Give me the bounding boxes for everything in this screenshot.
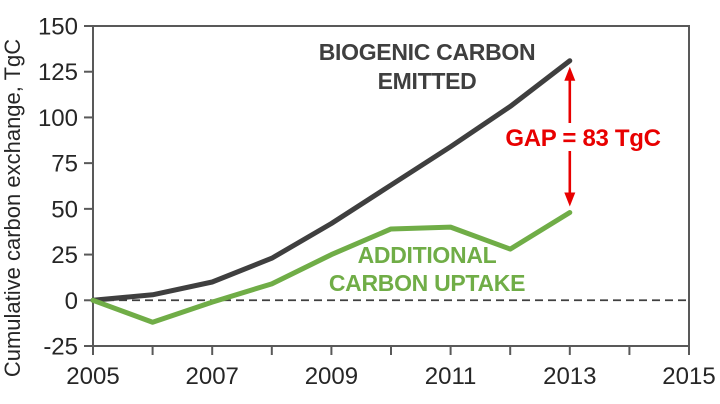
x-tick-label: 2011 — [425, 363, 477, 390]
x-tick-label: 2007 — [186, 363, 239, 390]
gap-label: GAP = 83 TgC — [505, 125, 660, 152]
additional-uptake-line — [90, 210, 573, 325]
x-tick-label: 2015 — [662, 363, 715, 390]
biogenic-carbon-label: EMITTED — [378, 68, 477, 94]
gap-label-backing — [504, 123, 662, 151]
y-tick-label: 0 — [65, 288, 78, 315]
x-tick-label: 2009 — [305, 363, 358, 390]
y-tick-label: 150 — [38, 14, 78, 41]
x-tick-label: 2013 — [543, 363, 596, 390]
additional-uptake-label: ADDITIONAL — [358, 242, 497, 268]
y-axis-title: Cumulative carbon exchange, TgC — [0, 39, 25, 377]
x-tick-label: 2005 — [66, 363, 119, 390]
y-tick-label: 25 — [51, 242, 78, 269]
y-tick-label: -25 — [43, 334, 78, 361]
y-tick-label: 75 — [51, 151, 78, 178]
biogenic-carbon-line — [90, 58, 573, 303]
y-tick-label: 125 — [38, 59, 78, 86]
additional-uptake-label: CARBON UPTAKE — [329, 270, 525, 296]
y-tick-label: 100 — [38, 105, 78, 132]
biogenic-carbon-label: BIOGENIC CARBON — [319, 39, 536, 65]
y-tick-label: 50 — [51, 196, 78, 223]
